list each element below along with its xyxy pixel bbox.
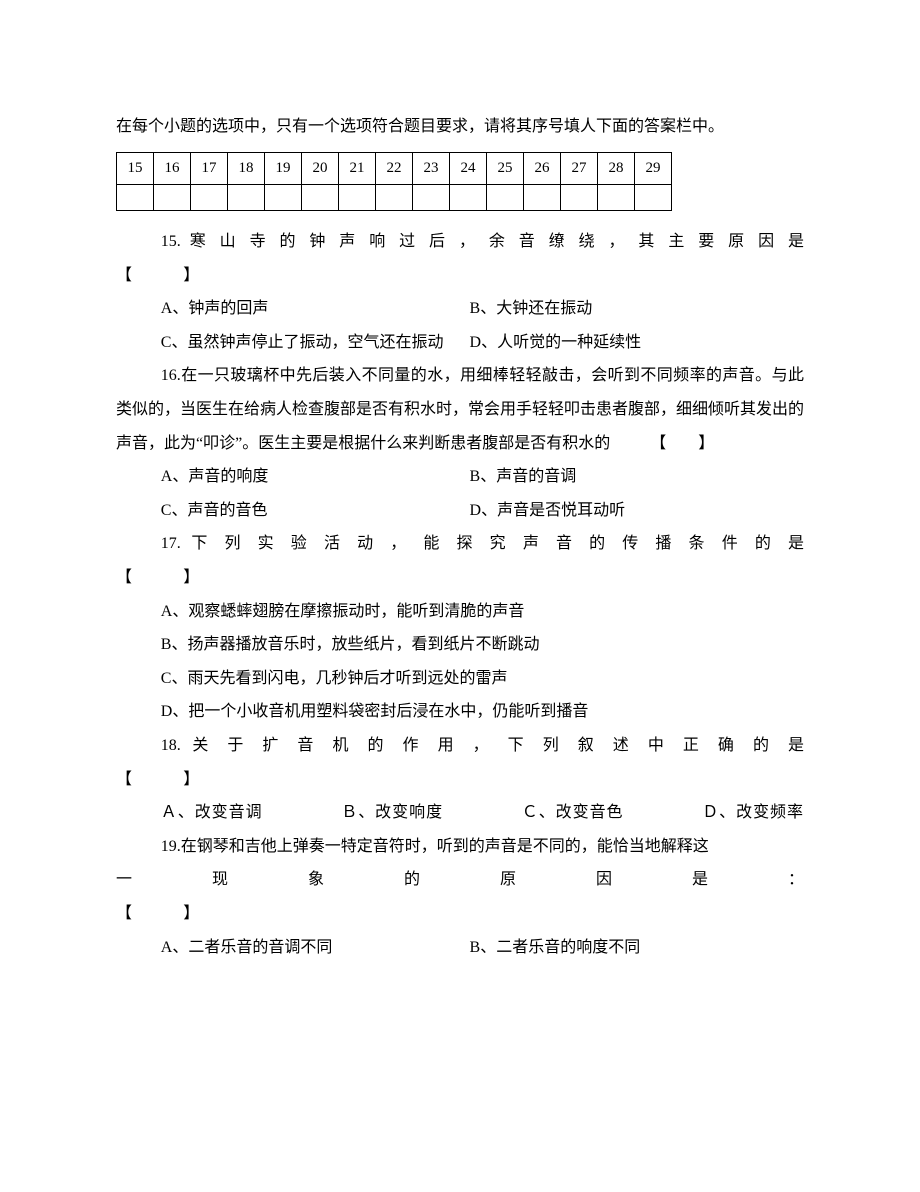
h18: 18 [228, 152, 265, 185]
q19-line2: 一现象的原因是： [116, 863, 804, 897]
h28: 28 [598, 152, 635, 185]
h16: 16 [154, 152, 191, 185]
h19: 19 [265, 152, 302, 185]
a20 [302, 185, 339, 211]
h25: 25 [487, 152, 524, 185]
a23 [413, 185, 450, 211]
answer-grid: 15 16 17 18 19 20 21 22 23 24 25 26 27 2… [116, 152, 672, 212]
q18-c: Ｃ、改变音色 [477, 796, 624, 830]
q15-bracket: 【 】 [116, 259, 804, 293]
h21: 21 [339, 152, 376, 185]
q15-stem: 15. 寒 山 寺 的 钟 声 响 过 后 ， 余 音 缭 绕 ， 其 主 要 … [116, 225, 804, 259]
q15-d: D、人听觉的一种延续性 [470, 326, 779, 360]
h27: 27 [561, 152, 598, 185]
answer-row [117, 185, 672, 211]
a21 [339, 185, 376, 211]
a19 [265, 185, 302, 211]
a26 [524, 185, 561, 211]
q16-c: C、声音的音色 [161, 494, 470, 528]
h15: 15 [117, 152, 154, 185]
q19-a: A、二者乐音的音调不同 [161, 931, 470, 965]
q15-a: A、钟声的回声 [161, 292, 470, 326]
q18-d: Ｄ、改变频率 [657, 796, 804, 830]
q15-b: B、大钟还在振动 [470, 292, 779, 326]
q17-b: B、扬声器播放音乐时，放些纸片，看到纸片不断跳动 [116, 628, 804, 662]
h22: 22 [376, 152, 413, 185]
h26: 26 [524, 152, 561, 185]
a25 [487, 185, 524, 211]
q18-b: Ｂ、改变响度 [296, 796, 443, 830]
a29 [635, 185, 672, 211]
q17-bracket: 【 】 [116, 561, 804, 595]
header-row: 15 16 17 18 19 20 21 22 23 24 25 26 27 2… [117, 152, 672, 185]
q18-opts: Ａ、改变音调 Ｂ、改变响度 Ｃ、改变音色 Ｄ、改变频率 [116, 796, 804, 830]
q16-body: 16.在一只玻璃杯中先后装入不同量的水，用细棒轻轻敲击，会听到不同频率的声音。与… [116, 359, 804, 460]
a16 [154, 185, 191, 211]
h17: 17 [191, 152, 228, 185]
q19-line1: 19.在钢琴和吉他上弹奏一特定音符时，听到的声音是不同的，能恰当地解释这 [116, 830, 804, 864]
q19-b: B、二者乐音的响度不同 [470, 931, 779, 965]
a18 [228, 185, 265, 211]
q18-stem: 18. 关 于 扩 音 机 的 作 用 ， 下 列 叙 述 中 正 确 的 是 [116, 729, 804, 763]
q16-a: A、声音的响度 [161, 460, 470, 494]
q15-c: C、虽然钟声停止了振动，空气还在振动 [161, 326, 470, 360]
h20: 20 [302, 152, 339, 185]
q19-bracket: 【 】 [116, 897, 804, 931]
h23: 23 [413, 152, 450, 185]
q17-a: A、观察蟋蟀翅膀在摩擦振动时，能听到清脆的声音 [116, 595, 804, 629]
q19-opts-ab: A、二者乐音的音调不同 B、二者乐音的响度不同 [116, 931, 804, 965]
q15-opts-cd: C、虽然钟声停止了振动，空气还在振动 D、人听觉的一种延续性 [116, 326, 804, 360]
q15-opts-ab: A、钟声的回声 B、大钟还在振动 [116, 292, 804, 326]
q18-bracket: 【 】 [116, 763, 804, 797]
instruction-text: 在每个小题的选项中，只有一个选项符合题目要求，请将其序号填人下面的答案栏中。 [116, 110, 804, 144]
q16-opts-cd: C、声音的音色 D、声音是否悦耳动听 [116, 494, 804, 528]
h29: 29 [635, 152, 672, 185]
a24 [450, 185, 487, 211]
q17-c: C、雨天先看到闪电，几秒钟后才听到远处的雷声 [116, 662, 804, 696]
q16-opts-ab: A、声音的响度 B、声音的音调 [116, 460, 804, 494]
q16-b: B、声音的音调 [470, 460, 779, 494]
a28 [598, 185, 635, 211]
a22 [376, 185, 413, 211]
a17 [191, 185, 228, 211]
a15 [117, 185, 154, 211]
h24: 24 [450, 152, 487, 185]
a27 [561, 185, 598, 211]
q17-d: D、把一个小收音机用塑料袋密封后浸在水中，仍能听到播音 [116, 695, 804, 729]
q18-a: Ａ、改变音调 [116, 796, 263, 830]
q17-stem: 17. 下 列 实 验 活 动 ， 能 探 究 声 音 的 传 播 条 件 的 … [116, 527, 804, 561]
q16-d: D、声音是否悦耳动听 [470, 494, 779, 528]
